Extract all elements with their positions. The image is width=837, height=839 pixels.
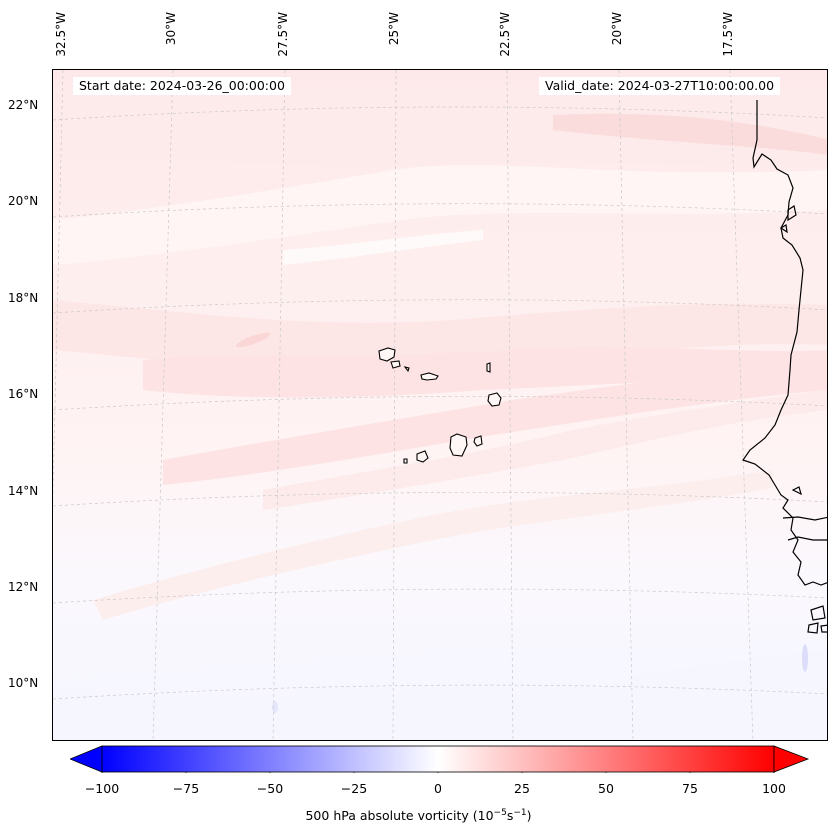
colorbar-tick-label: 25 bbox=[514, 781, 530, 796]
colorbar-title-unit: s bbox=[506, 808, 514, 824]
colorbar-tick-label: −75 bbox=[172, 781, 200, 796]
lon-label-32-5w: 32.5°W bbox=[54, 12, 68, 57]
lon-label-25w: 25°W bbox=[387, 12, 401, 46]
colorbar-tick-label: −100 bbox=[84, 781, 120, 796]
west-africa-coastline bbox=[742, 100, 827, 634]
colorbar-title: 500 hPa absolute vorticity (10−5s−1) bbox=[0, 808, 837, 823]
start-date-label: Start date: 2024-03-26_00:00:00 bbox=[73, 77, 291, 95]
map-panel bbox=[52, 69, 828, 741]
colorbar-ticks bbox=[101, 772, 775, 773]
colorbar-title-text: 500 hPa absolute vorticity (10 bbox=[305, 808, 494, 824]
colorbar-title-end: ) bbox=[526, 808, 532, 824]
colorbar-gradient bbox=[101, 745, 775, 773]
colorbar-tick-label: 50 bbox=[598, 781, 614, 796]
lat-label-12n: 12°N bbox=[8, 580, 39, 594]
colorbar-min-extension bbox=[70, 745, 103, 773]
cape-verde-islands bbox=[378, 347, 502, 464]
colorbar-tick-label: 100 bbox=[762, 781, 786, 796]
lat-label-20n: 20°N bbox=[8, 194, 39, 208]
graticule-lines bbox=[53, 70, 827, 740]
lon-label-22-5w: 22.5°W bbox=[498, 12, 512, 57]
lon-label-17-5w: 17.5°W bbox=[721, 12, 735, 57]
vorticity-map bbox=[53, 70, 827, 740]
colorbar-title-exponent-2: −1 bbox=[513, 808, 527, 818]
vorticity-colorbar bbox=[70, 745, 810, 773]
colorbar-title-exponent: −5 bbox=[493, 808, 507, 818]
lat-label-14n: 14°N bbox=[8, 484, 39, 498]
lon-label-20w: 20°W bbox=[610, 12, 624, 46]
colorbar-tick-label: 75 bbox=[682, 781, 698, 796]
lat-label-22n: 22°N bbox=[8, 98, 39, 112]
lat-label-16n: 16°N bbox=[8, 387, 39, 401]
lat-label-18n: 18°N bbox=[8, 291, 39, 305]
colorbar-max-extension bbox=[773, 745, 810, 773]
colorbar-tick-label: −50 bbox=[256, 781, 284, 796]
lat-label-10n: 10°N bbox=[8, 676, 39, 690]
valid-date-label: Valid_date: 2024-03-27T10:00:00.00 bbox=[539, 77, 781, 95]
colorbar-tick-label: 0 bbox=[434, 781, 442, 796]
colorbar-tick-label: −25 bbox=[340, 781, 368, 796]
lon-label-30w: 30°W bbox=[164, 12, 178, 46]
lon-label-27-5w: 27.5°W bbox=[276, 12, 290, 57]
vorticity-bands bbox=[53, 107, 827, 740]
